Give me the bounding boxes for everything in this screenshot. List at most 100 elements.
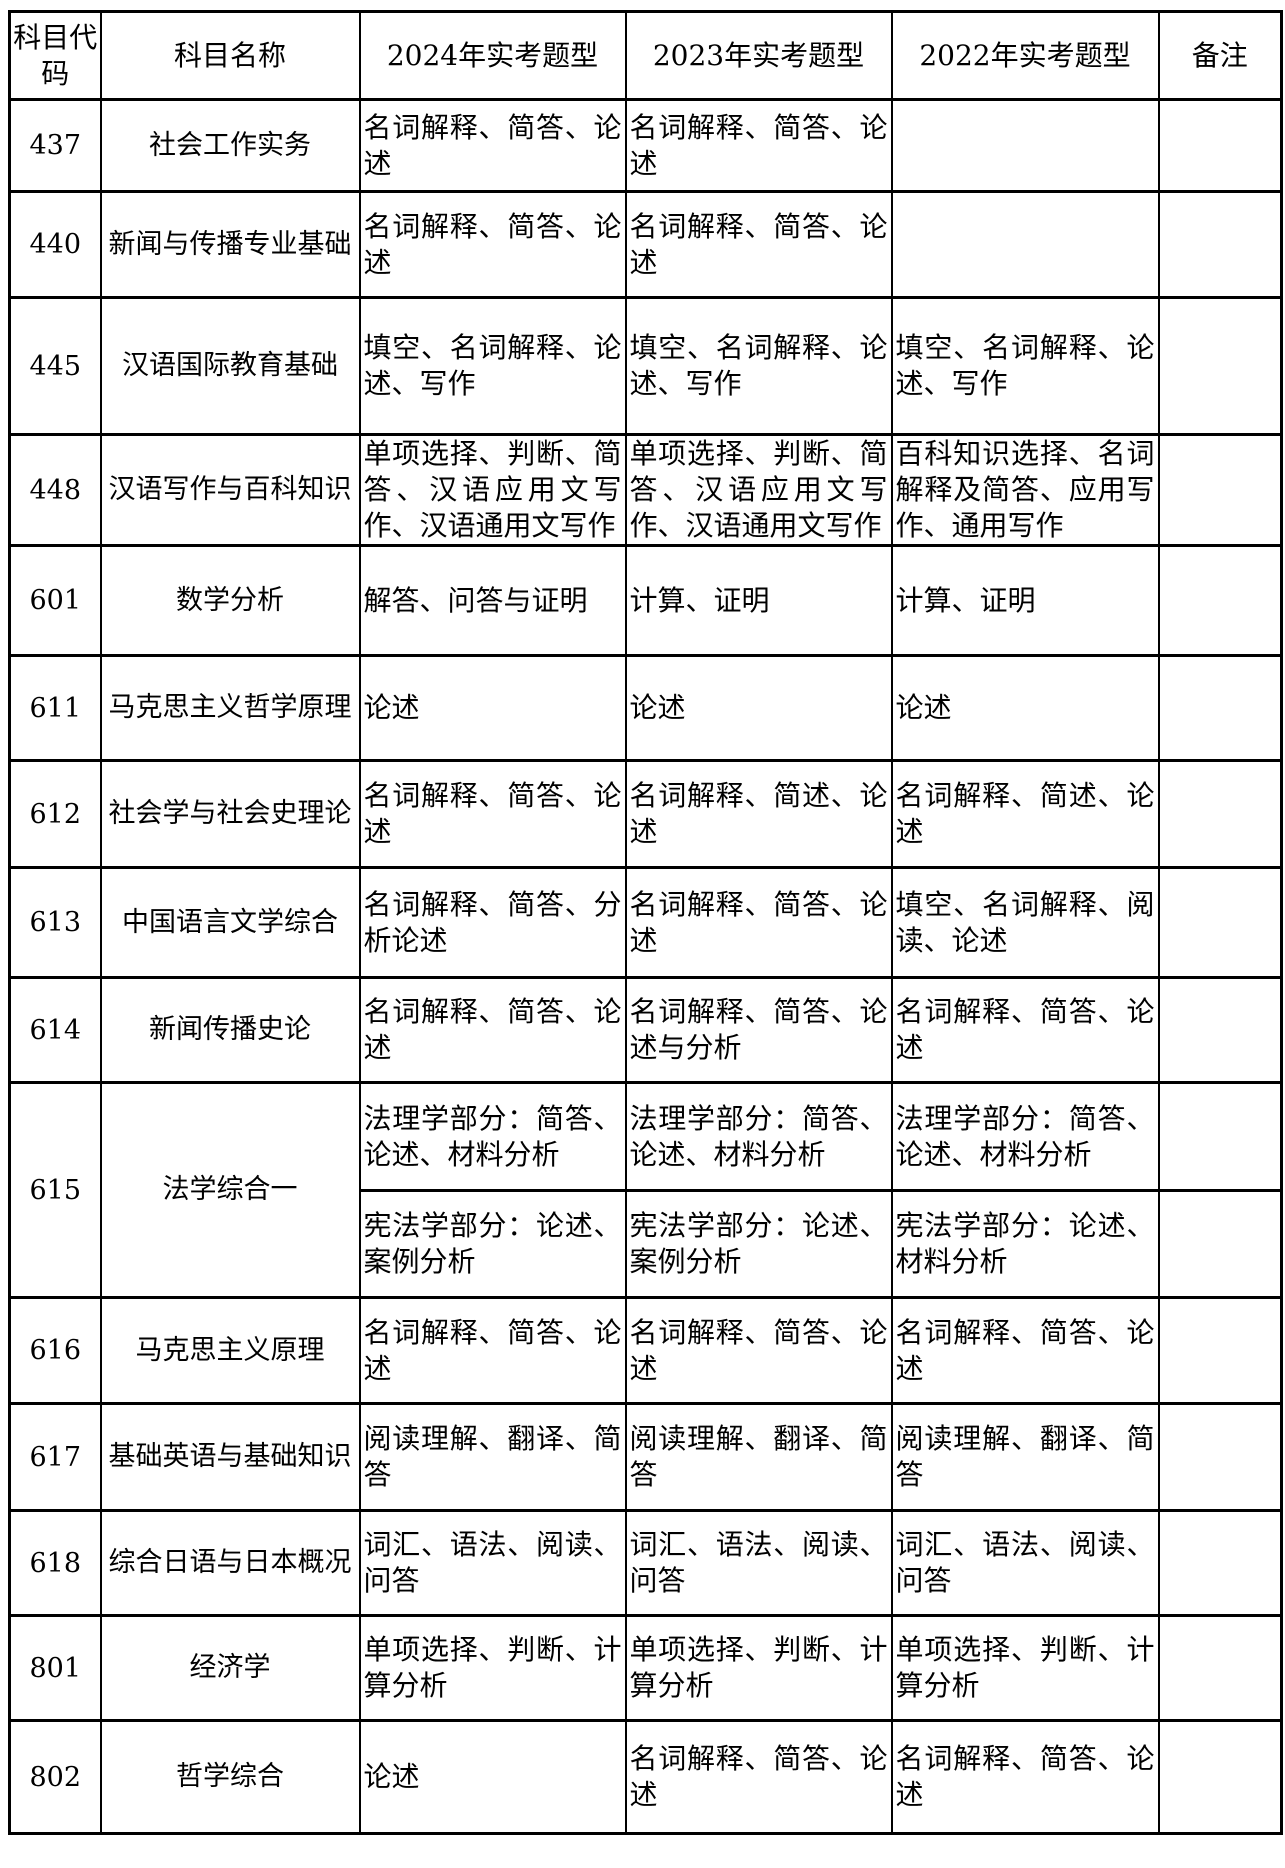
cell-2024-types: 解答、问答与证明 [358, 544, 627, 657]
cell-remark [1157, 866, 1283, 979]
cell-2022-types: 名词解释、简答、论述 [890, 1719, 1160, 1835]
cell-2023-types: 名词解释、简答、论述 [624, 866, 893, 979]
cell-2024-types: 名词解释、简答、分析论述 [358, 866, 627, 979]
cell-remark [1157, 1614, 1283, 1722]
header-subject-code: 科目代码 [8, 10, 102, 101]
table-row: 614 新闻传播史论 名词解释、简答、论述 名词解释、简答、论述与分析 名词解释… [8, 976, 1283, 1084]
cell-code: 445 [8, 296, 102, 436]
cell-remark [1157, 433, 1283, 547]
cell-code: 615 [8, 1081, 102, 1299]
cell-2023-types: 单项选择、判断、简答、汉语应用文写作、汉语通用文写作 [624, 433, 893, 547]
table-row: 448 汉语写作与百科知识 单项选择、判断、简答、汉语应用文写作、汉语通用文写作… [8, 433, 1283, 547]
header-remark: 备注 [1157, 10, 1283, 101]
table-row: 802 哲学综合 论述 名词解释、简答、论述 名词解释、简答、论述 [8, 1719, 1283, 1835]
cell-2022-types: 论述 [890, 654, 1160, 762]
cell-2022-types: 名词解释、简答、论述 [890, 1296, 1160, 1405]
cell-2024-types: 单项选择、判断、简答、汉语应用文写作、汉语通用文写作 [358, 433, 627, 547]
cell-remark [1157, 1402, 1283, 1512]
cell-subject-name: 马克思主义哲学原理 [99, 654, 361, 762]
cell-2023-types: 阅读理解、翻译、简答 [624, 1402, 893, 1512]
cell-code: 440 [8, 190, 102, 299]
cell-code: 617 [8, 1402, 102, 1512]
cell-2023-types: 名词解释、简答、论述 [624, 190, 893, 299]
cell-remark [1157, 654, 1283, 762]
cell-code: 613 [8, 866, 102, 979]
cell-2022-types: 法理学部分：简答、论述、材料分析 [890, 1081, 1160, 1192]
cell-code: 601 [8, 544, 102, 657]
cell-2023-types: 法理学部分：简答、论述、材料分析 [624, 1081, 893, 1192]
cell-subject-name: 中国语言文学综合 [99, 866, 361, 979]
cell-2024-types: 词汇、语法、阅读、问答 [358, 1509, 627, 1617]
cell-subject-name: 经济学 [99, 1614, 361, 1722]
table-row: 617 基础英语与基础知识 阅读理解、翻译、简答 阅读理解、翻译、简答 阅读理解… [8, 1402, 1283, 1512]
table-row: 440 新闻与传播专业基础 名词解释、简答、论述 名词解释、简答、论述 [8, 190, 1283, 299]
table-row: 601 数学分析 解答、问答与证明 计算、证明 计算、证明 [8, 544, 1283, 657]
cell-2024-types: 阅读理解、翻译、简答 [358, 1402, 627, 1512]
cell-subject-name: 汉语写作与百科知识 [99, 433, 361, 547]
cell-2024-types: 名词解释、简答、论述 [358, 190, 627, 299]
cell-subject-name: 社会学与社会史理论 [99, 759, 361, 869]
cell-subject-name: 新闻传播史论 [99, 976, 361, 1084]
cell-2023-types: 单项选择、判断、计算分析 [624, 1614, 893, 1722]
table-row: 618 综合日语与日本概况 词汇、语法、阅读、问答 词汇、语法、阅读、问答 词汇… [8, 1509, 1283, 1617]
cell-remark [1157, 98, 1283, 193]
table-row: 445 汉语国际教育基础 填空、名词解释、论述、写作 填空、名词解释、论述、写作… [8, 296, 1283, 436]
header-row: 科目代码 科目名称 2024年实考题型 2023年实考题型 2022年实考题型 … [8, 10, 1283, 101]
cell-2022-types: 阅读理解、翻译、简答 [890, 1402, 1160, 1512]
cell-code: 437 [8, 98, 102, 193]
cell-remark [1157, 1296, 1283, 1405]
exam-table-container: 科目代码 科目名称 2024年实考题型 2023年实考题型 2022年实考题型 … [8, 10, 1283, 1835]
cell-2024-types: 名词解释、简答、论述 [358, 759, 627, 869]
cell-2022-types [890, 190, 1160, 299]
cell-remark [1157, 190, 1283, 299]
cell-remark [1157, 1189, 1283, 1299]
cell-remark [1157, 544, 1283, 657]
cell-2022-types: 计算、证明 [890, 544, 1160, 657]
cell-2023-types: 填空、名词解释、论述、写作 [624, 296, 893, 436]
cell-code: 618 [8, 1509, 102, 1617]
cell-subject-name: 汉语国际教育基础 [99, 296, 361, 436]
cell-code: 614 [8, 976, 102, 1084]
header-2023-types: 2023年实考题型 [624, 10, 893, 101]
cell-2023-types: 名词解释、简答、论述 [624, 1719, 893, 1835]
cell-code: 611 [8, 654, 102, 762]
cell-2024-types: 名词解释、简答、论述 [358, 98, 627, 193]
cell-remark [1157, 296, 1283, 436]
cell-2023-types: 论述 [624, 654, 893, 762]
cell-2023-types: 宪法学部分：论述、案例分析 [624, 1189, 893, 1299]
cell-2023-types: 名词解释、简述、论述 [624, 759, 893, 869]
cell-code: 801 [8, 1614, 102, 1722]
table-row: 801 经济学 单项选择、判断、计算分析 单项选择、判断、计算分析 单项选择、判… [8, 1614, 1283, 1722]
cell-remark [1157, 759, 1283, 869]
cell-2024-types: 论述 [358, 654, 627, 762]
cell-subject-name: 数学分析 [99, 544, 361, 657]
cell-2022-types [890, 98, 1160, 193]
table-row: 612 社会学与社会史理论 名词解释、简答、论述 名词解释、简述、论述 名词解释… [8, 759, 1283, 869]
cell-2023-types: 词汇、语法、阅读、问答 [624, 1509, 893, 1617]
cell-2023-types: 名词解释、简答、论述 [624, 1296, 893, 1405]
table-row: 437 社会工作实务 名词解释、简答、论述 名词解释、简答、论述 [8, 98, 1283, 193]
cell-2022-types: 百科知识选择、名词解释及简答、应用写作、通用写作 [890, 433, 1160, 547]
cell-code: 448 [8, 433, 102, 547]
cell-subject-name: 马克思主义原理 [99, 1296, 361, 1405]
header-subject-name: 科目名称 [99, 10, 361, 101]
cell-subject-name: 综合日语与日本概况 [99, 1509, 361, 1617]
cell-subject-name: 法学综合一 [99, 1081, 361, 1299]
cell-subject-name: 社会工作实务 [99, 98, 361, 193]
cell-2022-types: 名词解释、简述、论述 [890, 759, 1160, 869]
table-row: 611 马克思主义哲学原理 论述 论述 论述 [8, 654, 1283, 762]
cell-2022-types: 填空、名词解释、阅读、论述 [890, 866, 1160, 979]
cell-2023-types: 名词解释、简答、论述 [624, 98, 893, 193]
cell-code: 802 [8, 1719, 102, 1835]
cell-2024-types: 填空、名词解释、论述、写作 [358, 296, 627, 436]
cell-remark [1157, 1509, 1283, 1617]
exam-question-types-table: 科目代码 科目名称 2024年实考题型 2023年实考题型 2022年实考题型 … [8, 10, 1283, 1835]
cell-remark [1157, 1081, 1283, 1192]
table-row: 615 法学综合一 法理学部分：简答、论述、材料分析 法理学部分：简答、论述、材… [8, 1081, 1283, 1299]
table-row: 宪法学部分：论述、案例分析 宪法学部分：论述、案例分析 宪法学部分：论述、材料分… [10, 1189, 1283, 1299]
cell-2024-types: 宪法学部分：论述、案例分析 [358, 1189, 627, 1299]
cell-subject-name: 基础英语与基础知识 [99, 1402, 361, 1512]
cell-code: 612 [8, 759, 102, 869]
header-2022-types: 2022年实考题型 [890, 10, 1160, 101]
cell-2022-types: 名词解释、简答、论述 [890, 976, 1160, 1084]
